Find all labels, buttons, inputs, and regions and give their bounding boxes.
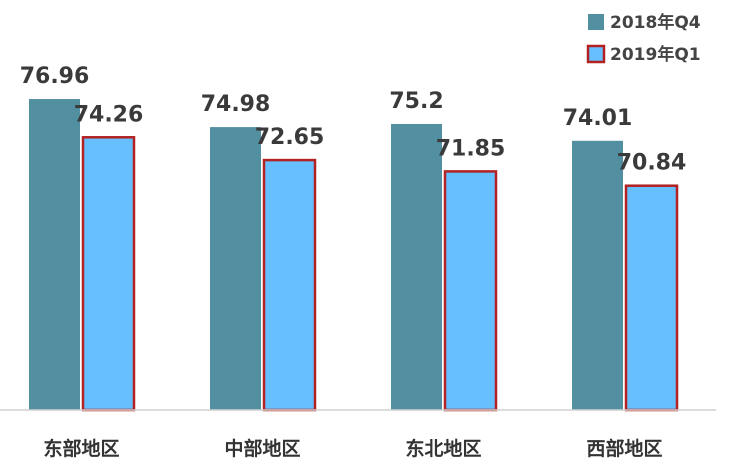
bar-series2-2 bbox=[262, 158, 317, 412]
value-labels-layer: 76.96 74.26 74.98 72.65 75.2 71.85 74.01 70.84 bbox=[20, 64, 687, 176]
bar-series1-4 bbox=[572, 140, 623, 410]
data-label-series2-2: 72.65 bbox=[255, 125, 325, 150]
bars-layer bbox=[29, 99, 679, 412]
legend: 2018年Q4 2019年Q1 bbox=[586, 12, 701, 65]
legend-swatch-1 bbox=[588, 14, 604, 30]
bar-series2-4 bbox=[624, 184, 679, 412]
bar-series2-3 bbox=[443, 170, 498, 412]
bar-series1-3 bbox=[391, 123, 442, 410]
category-label-1: 东部地区 bbox=[43, 437, 119, 460]
bar-series2-1 bbox=[81, 136, 136, 412]
data-label-series2-3: 71.85 bbox=[436, 136, 506, 161]
data-label-series1-4: 74.01 bbox=[563, 106, 633, 131]
data-label-series2-4: 70.84 bbox=[617, 151, 687, 176]
legend-label-1: 2018年Q4 bbox=[610, 12, 701, 33]
category-label-3: 东北地区 bbox=[405, 437, 481, 460]
data-label-series1-3: 75.2 bbox=[389, 89, 443, 114]
bar-series1-2 bbox=[210, 127, 261, 411]
data-label-series2-1: 74.26 bbox=[74, 102, 144, 127]
legend-swatch-2 bbox=[586, 44, 606, 64]
category-label-4: 西部地区 bbox=[586, 437, 662, 460]
category-labels-layer: 东部地区 中部地区 东北地区 西部地区 bbox=[43, 437, 662, 460]
bar-series1-1 bbox=[29, 99, 80, 411]
category-label-2: 中部地区 bbox=[224, 437, 300, 460]
data-label-series1-2: 74.98 bbox=[201, 92, 271, 117]
legend-label-2: 2019年Q1 bbox=[610, 44, 701, 65]
data-label-series1-1: 76.96 bbox=[20, 64, 90, 89]
